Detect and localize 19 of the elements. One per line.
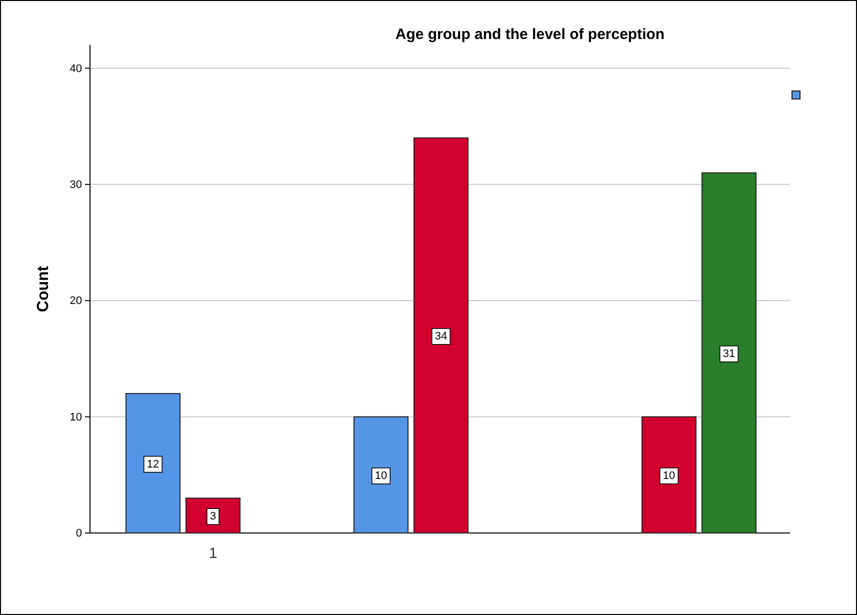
bar <box>354 416 408 534</box>
data-label: 31 <box>722 348 736 360</box>
bar <box>414 137 468 534</box>
data-label: 3 <box>210 510 216 523</box>
y-axis-title: Count <box>35 265 52 312</box>
chart-title: Age group and the level of perception <box>395 26 665 43</box>
y-tick-label: 20 <box>70 295 82 308</box>
data-label: 10 <box>662 470 676 482</box>
data-label: 34 <box>434 330 448 342</box>
data-label: 10 <box>374 470 388 482</box>
y-tick-label: 40 <box>70 62 82 75</box>
y-tick-label: 10 <box>70 411 82 424</box>
bar <box>642 416 696 534</box>
y-tick-label: 30 <box>70 178 82 191</box>
bar <box>702 172 756 534</box>
x-tick-label: 1 <box>208 545 218 562</box>
y-tick-label: 0 <box>76 528 82 540</box>
bar <box>126 393 180 534</box>
data-label: 12 <box>146 458 160 470</box>
